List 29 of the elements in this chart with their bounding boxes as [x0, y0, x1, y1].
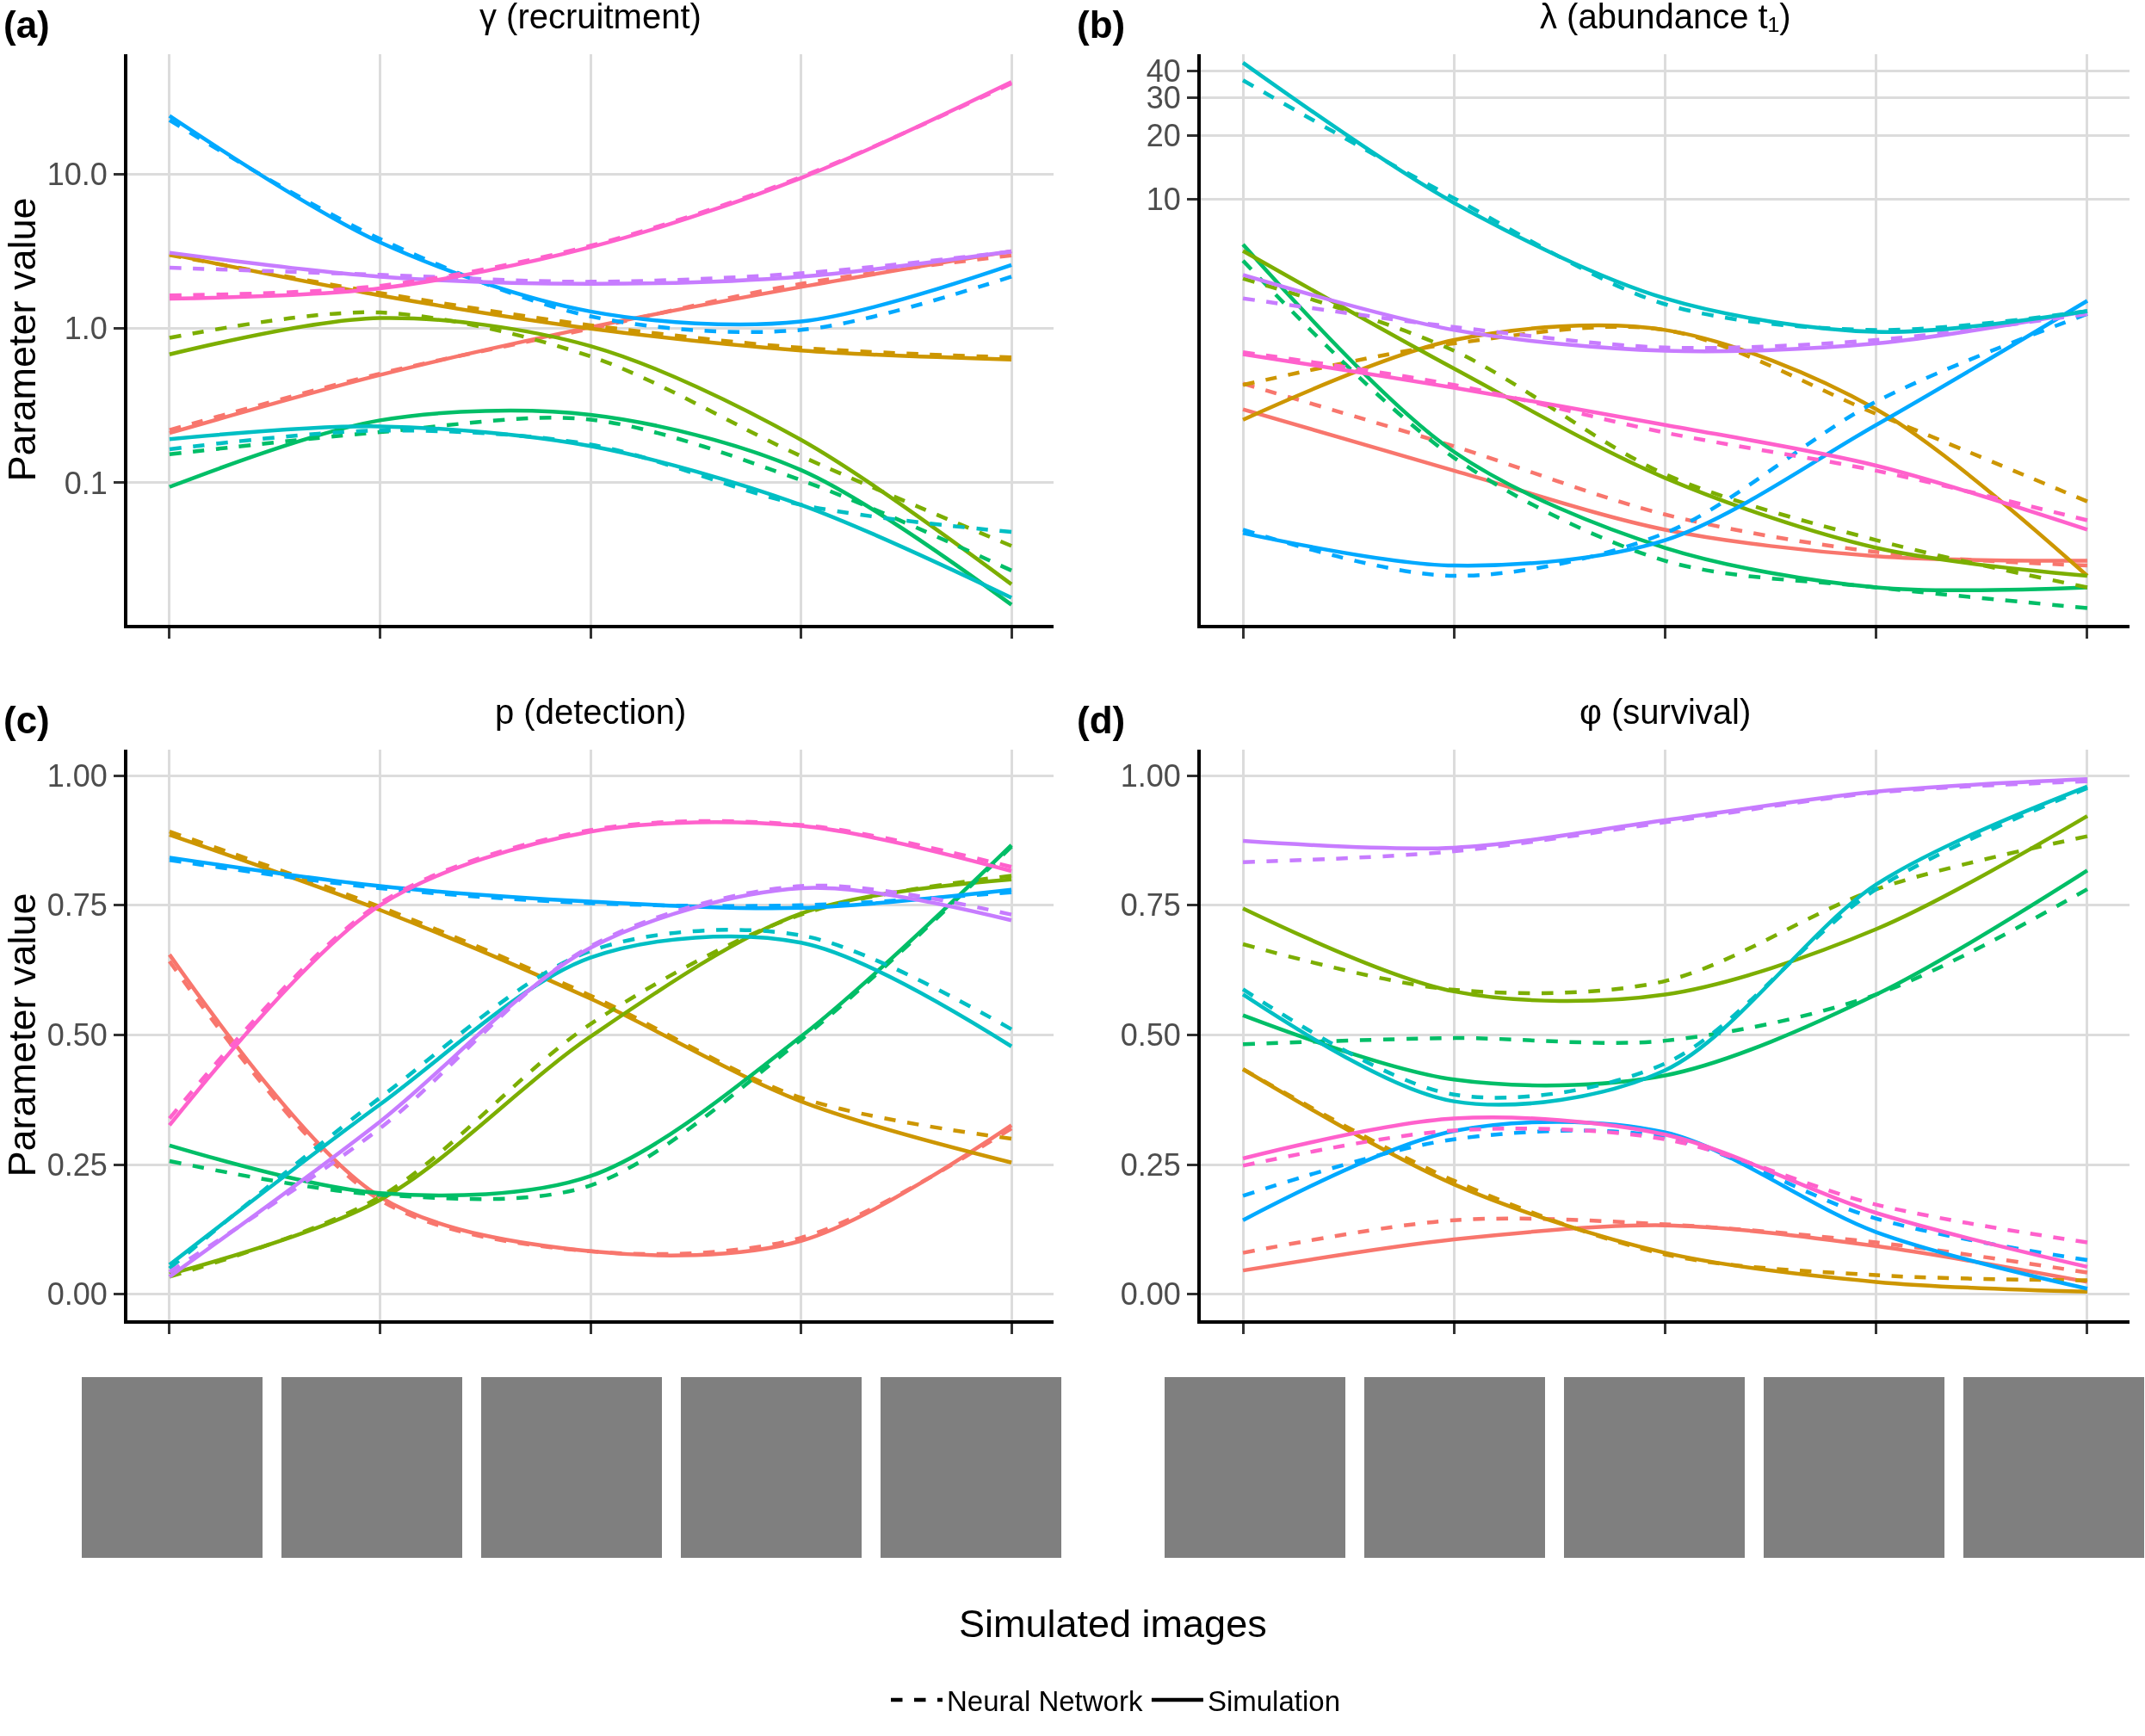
text: (d): [1077, 699, 1126, 741]
x-axis-title: Simulated images: [959, 1602, 1267, 1646]
y-tick-label: 0.00: [46, 1276, 108, 1313]
y-tick-label: 0.50: [46, 1017, 108, 1053]
chart-title: λ (abundance t₁): [1540, 0, 1791, 35]
y-tick-label: 0.75: [1120, 887, 1181, 924]
chart-title: φ (survival): [1579, 693, 1752, 731]
text: (c): [3, 699, 50, 741]
legend-label: Neural Network: [947, 1684, 1143, 1717]
y-tick-label: 0.25: [46, 1146, 108, 1183]
y-axis-title: Parameter value: [0, 197, 44, 482]
y-tick-label: 20: [1146, 117, 1181, 153]
y-tick-label: 10: [1146, 182, 1181, 218]
y-tick-label: 1.00: [1120, 757, 1181, 794]
y-tick-label: 10.0: [46, 157, 108, 193]
y-tick-label: 0.75: [46, 887, 108, 924]
chart-title: γ (recruitment): [479, 0, 702, 35]
legend-label: Simulation: [1207, 1684, 1340, 1717]
y-tick-label: 0.1: [64, 465, 108, 501]
y-tick-label: 0.25: [1120, 1146, 1181, 1183]
text: (b): [1077, 3, 1126, 46]
y-tick-label: 0.50: [1120, 1017, 1181, 1053]
y-tick-label: 1.0: [64, 311, 108, 347]
y-axis-title: Parameter value: [0, 893, 44, 1177]
y-tick-label: 0.00: [1120, 1276, 1181, 1313]
text: (a): [3, 3, 50, 46]
chart-title: p (detection): [495, 693, 687, 731]
line-series: [1240, 381, 2090, 568]
y-tick-label: 1.00: [46, 757, 108, 794]
